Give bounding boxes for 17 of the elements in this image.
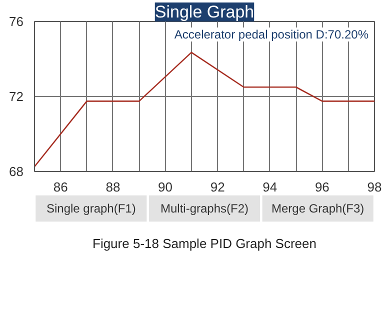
x-tick-label: 94 <box>262 180 278 194</box>
x-tick-label: 86 <box>53 180 68 194</box>
y-tick-label: 72 <box>9 89 24 104</box>
text: Single graph(F1) <box>46 202 136 216</box>
y-tick-label: 68 <box>9 164 24 179</box>
x-tick-label: 90 <box>158 180 173 194</box>
text: Merge Graph(F3) <box>271 202 364 216</box>
x-tick-label: 96 <box>314 180 330 194</box>
annotation: Accelerator pedal position D:70.20% <box>174 28 369 42</box>
x-tick-label: 98 <box>367 180 382 194</box>
x-tick-label: 88 <box>106 180 120 194</box>
caption: Figure 5-18 Sample PID Graph Screen <box>92 236 316 251</box>
y-tick-label: 76 <box>9 14 24 29</box>
line-series <box>34 52 374 168</box>
x-tick-label: 92 <box>210 180 225 194</box>
text: Multi-graphs(F2) <box>160 202 249 216</box>
chart-title: Single Graph <box>154 2 254 22</box>
